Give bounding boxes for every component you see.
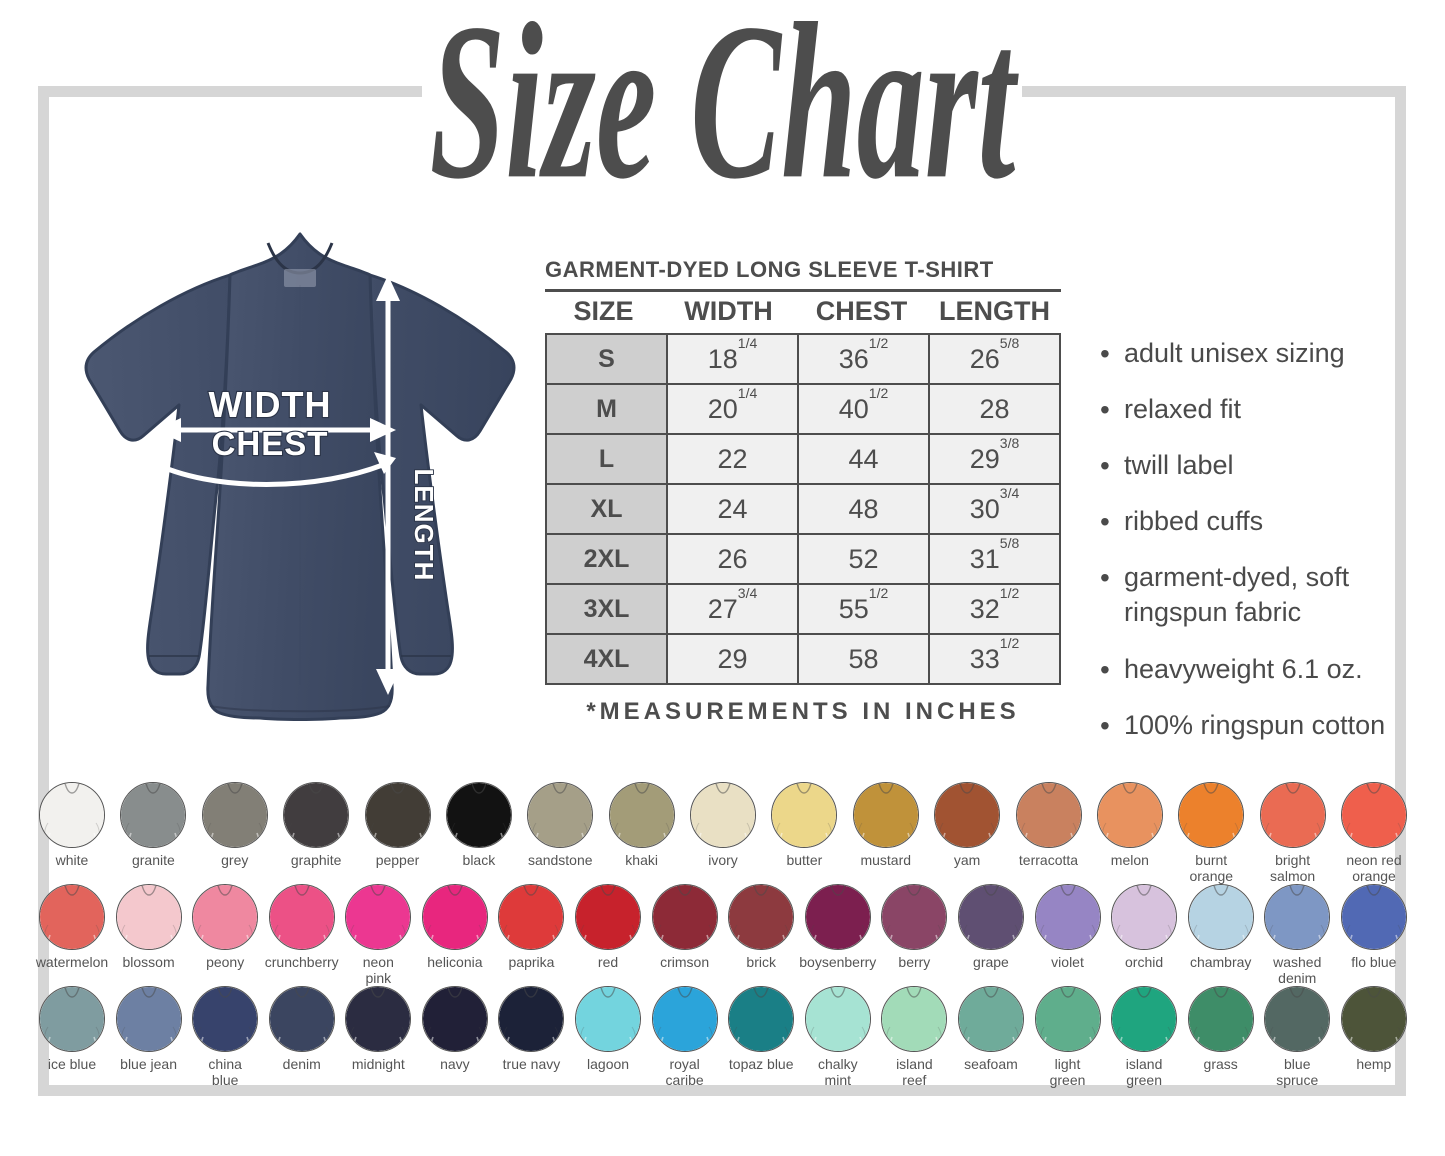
svg-text:LENGTH: LENGTH [409,469,439,582]
svg-text:WIDTH: WIDTH [209,384,332,425]
svg-text:CHEST: CHEST [212,425,329,462]
